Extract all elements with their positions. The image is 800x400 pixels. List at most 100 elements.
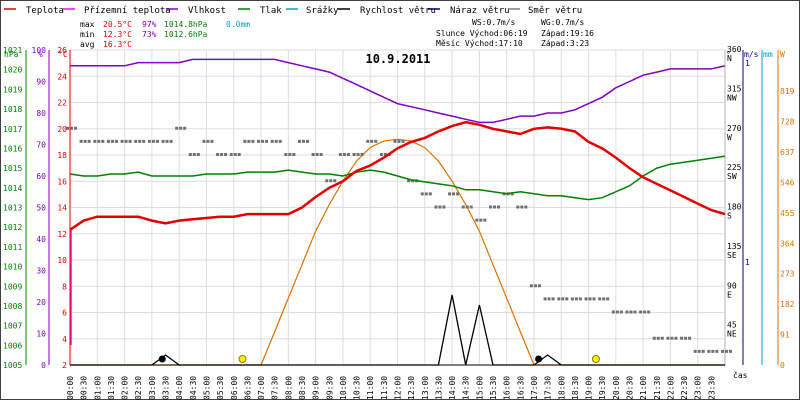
stats-max-rain: 0.0mm [226, 20, 250, 29]
wind-direction-point [670, 336, 674, 340]
dir-compass-label: NE [727, 330, 737, 339]
pct-tick-label: 50 [36, 204, 46, 213]
wind-direction-point [216, 153, 220, 156]
wind-direction-point [701, 349, 705, 353]
legend: Teplota Přízemní teplota Vlhkost Tlak Sr… [4, 6, 582, 16]
x-tick-label: 13:00 [421, 376, 430, 400]
x-tick-label: 20:00 [612, 376, 621, 400]
x-tick-label: 18:30 [571, 376, 580, 400]
wind-direction-point [66, 126, 69, 130]
wind-direction-point [261, 139, 265, 143]
wind-direction-point [138, 139, 142, 143]
sun-marker [238, 355, 247, 363]
wind-direction-point [721, 349, 724, 353]
sun-set-info: Západ:19:16 [541, 29, 594, 38]
x-tick-label: 04:30 [189, 376, 198, 400]
x-tick-label: 07:00 [257, 376, 266, 400]
legend-item-smer-vetru: Směr větru [508, 6, 582, 16]
x-tick-label: 19:30 [598, 376, 607, 400]
wind-direction-point [729, 349, 732, 353]
wind-direction-point [224, 153, 228, 156]
wind-direction-point [379, 153, 383, 156]
wind-direction-point [114, 139, 118, 143]
wind-direction-point [206, 139, 210, 143]
x-tick-label: 11:00 [366, 376, 375, 400]
moon-marker [535, 355, 543, 363]
legend-item-srazky: Srážky [286, 6, 339, 16]
pct-tick-label: 80 [36, 109, 46, 118]
x-tick-label: 17:00 [530, 376, 539, 400]
hpa-tick-label: 1007 [3, 322, 22, 331]
wind-direction-point [565, 297, 569, 301]
wind-direction-point [333, 179, 337, 183]
wind-info: WS:0.7m/s WG:0.7m/s [472, 18, 585, 27]
dir-compass-label: S [727, 212, 732, 221]
wind-direction-point [469, 205, 473, 209]
dir-tick-label: 225 [727, 163, 742, 172]
wind-direction-point [643, 310, 647, 314]
hpa-tick-label: 1008 [3, 302, 22, 311]
hpa-tick-label: 1010 [3, 263, 22, 272]
wind-direction-point [647, 310, 651, 314]
series-humidity [70, 58, 726, 124]
stats-min-temp: 12.3°C [103, 30, 132, 39]
wind-direction-point [229, 153, 233, 156]
stats-avg-label: avg [80, 40, 95, 49]
wind-direction-point [656, 336, 660, 340]
x-tick-label: 16:00 [503, 376, 512, 400]
pct-unit-label: % [38, 50, 43, 59]
wind-direction-point [338, 153, 342, 156]
dir-tick-label: 270 [727, 124, 742, 133]
wind-direction-point [278, 139, 282, 143]
wind-direction-point [319, 153, 323, 156]
w-tick-label: 728 [780, 118, 795, 127]
wind-direction-point [393, 139, 397, 143]
hpa-tick-label: 1006 [3, 341, 22, 350]
x-tick-label: 04:00 [175, 376, 184, 400]
dir-tick-label: 180 [727, 203, 742, 212]
wind-direction-point [265, 139, 269, 143]
wind-direction-point [352, 153, 356, 156]
wind-direction-point [257, 139, 261, 143]
x-tick-label: 15:30 [489, 376, 498, 400]
hpa-tick-label: 1009 [3, 282, 22, 291]
dir-tick-label: 360 [727, 45, 742, 54]
c-tick-label: 18 [57, 151, 67, 160]
pct-tick-label: 60 [36, 172, 46, 181]
wind-direction-point [288, 153, 292, 156]
wind-direction-point [465, 205, 469, 209]
wind-direction-point [79, 139, 83, 143]
wind-direction-point [606, 297, 610, 301]
wind-direction-point [374, 139, 378, 143]
c-tick-label: 8 [62, 282, 67, 291]
wind-direction-point [588, 297, 592, 301]
legend-item-teplota: Teplota [4, 6, 64, 16]
dir-compass-label: N [727, 54, 732, 63]
x-tick-label: 08:30 [298, 376, 307, 400]
stats-min-label: min [80, 30, 95, 39]
w-tick-label: 91 [780, 331, 790, 340]
x-tick-label: 14:00 [448, 376, 457, 400]
wind-direction-point [461, 205, 465, 209]
x-tick-label: 14:30 [462, 376, 471, 400]
x-tick-label: 21:00 [639, 376, 648, 400]
x-tick-label: 21:30 [653, 376, 662, 400]
x-tick-label: 05:30 [216, 376, 225, 400]
wind-direction-point [697, 349, 701, 353]
wind-direction-point [619, 310, 623, 314]
x-tick-label: 05:00 [202, 376, 211, 400]
x-tick-label: 23:30 [707, 376, 716, 400]
wind-direction-point [479, 218, 483, 222]
x-tick-label: 10:30 [353, 376, 362, 400]
wind-direction-point [134, 139, 138, 143]
wind-direction-point [674, 336, 678, 340]
dir-tick-label: 315 [727, 84, 742, 93]
wind-direction-point [711, 349, 715, 353]
wind-direction-point [305, 139, 309, 143]
wind-direction-point [615, 310, 619, 314]
wind-direction-point [183, 126, 187, 130]
pct-tick-label: 100 [32, 46, 47, 55]
x-tick-label: 12:30 [407, 376, 416, 400]
x-tick-label: 22:30 [680, 376, 689, 400]
pct-tick-label: 70 [36, 141, 46, 150]
